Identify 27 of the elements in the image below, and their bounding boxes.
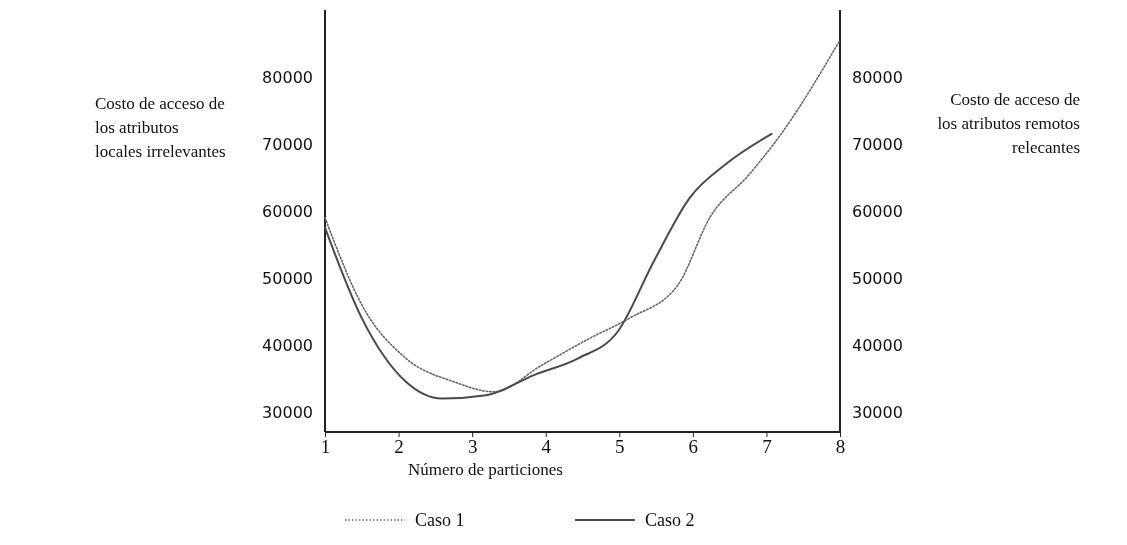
y2-tick-label: 70000 [852, 134, 903, 154]
y-tick-label: 50000 [262, 268, 313, 288]
line-series [324, 39, 841, 393]
y-tick-label: 40000 [262, 335, 313, 355]
x-tick-label: 4 [541, 436, 552, 458]
line-series [324, 132, 773, 400]
y-tick-label: 60000 [262, 201, 313, 221]
y2-tick-label: 60000 [852, 201, 903, 221]
y2-axis-title: Costo de acceso de los atributos remotos relecantes [936, 89, 1080, 159]
y-tick-label: 80000 [262, 67, 313, 87]
x-tick-label: 2 [394, 436, 404, 458]
y-axis-title: Costo de acceso de los atributos locales irrelevantes [95, 93, 227, 163]
y2-tick-label: 80000 [852, 67, 903, 87]
y2-tick-label: 30000 [852, 402, 903, 422]
x-tick-label: 6 [688, 436, 699, 458]
y-tick-label: 70000 [262, 134, 313, 154]
x-tick-label: 1 [320, 436, 331, 458]
x-tick-label: 7 [762, 436, 772, 458]
x-tick-label: 8 [835, 436, 846, 458]
x-axis-title: Número de particiones [408, 459, 563, 481]
y2-tick-label: 40000 [852, 335, 903, 355]
y-tick-label: 30000 [262, 402, 313, 422]
x-tick-label: 5 [615, 436, 625, 458]
y2-tick-label: 50000 [852, 268, 903, 288]
x-tick-label: 3 [467, 436, 478, 458]
legend-label: Caso 1 [415, 510, 465, 530]
legend-label: Caso 2 [645, 510, 695, 530]
